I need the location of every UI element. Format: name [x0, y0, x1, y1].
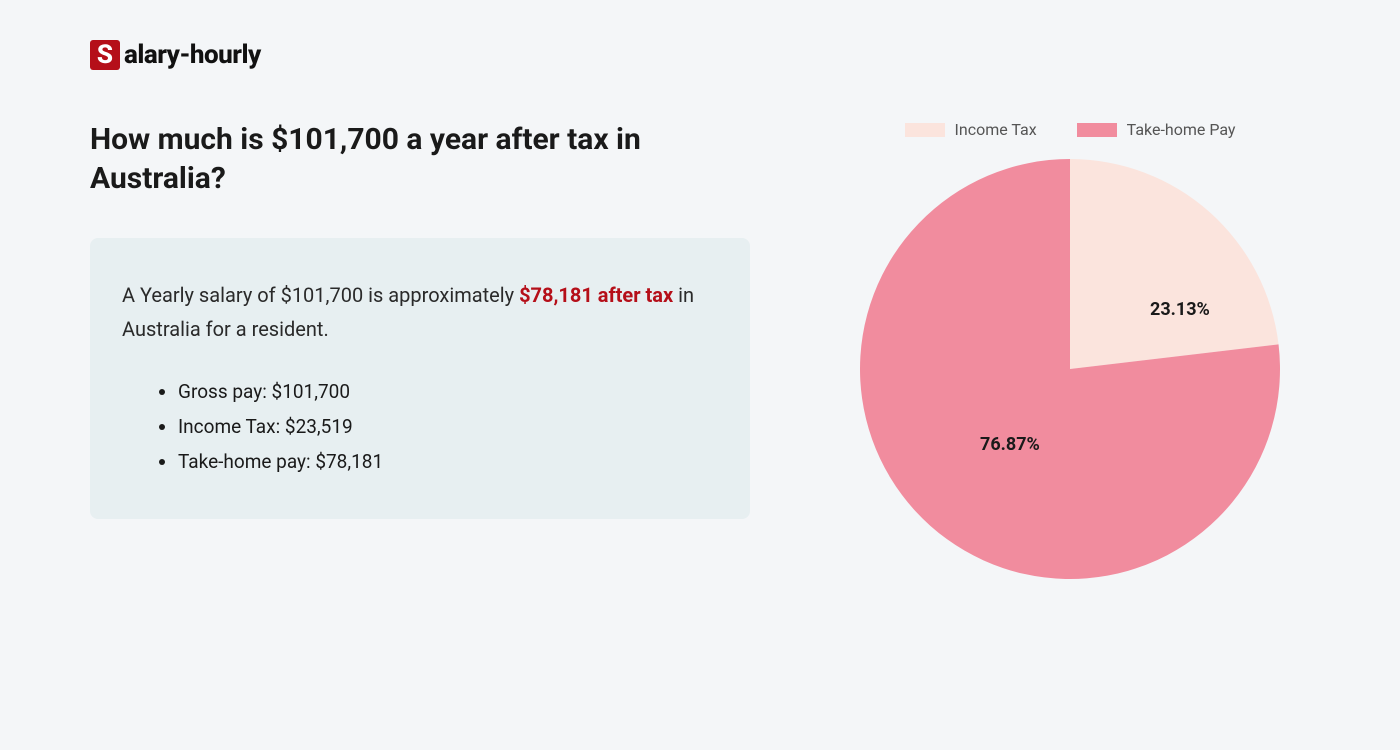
legend-label: Take-home Pay	[1127, 120, 1236, 139]
logo-text: alary-hourly	[124, 40, 261, 70]
left-column: How much is $101,700 a year after tax in…	[90, 120, 750, 710]
pie-svg	[860, 159, 1280, 579]
summary-highlight: $78,181 after tax	[519, 283, 673, 307]
site-logo: S alary-hourly	[90, 40, 1310, 70]
legend-swatch	[1077, 123, 1117, 137]
chart-legend: Income Tax Take-home Pay	[905, 120, 1236, 139]
pie-chart: 23.13% 76.87%	[860, 159, 1280, 579]
page: S alary-hourly How much is $101,700 a ye…	[0, 0, 1400, 750]
pie-slice-label: 76.87%	[980, 434, 1040, 455]
summary-prefix: A Yearly salary of $101,700 is approxima…	[122, 283, 519, 307]
list-item: Gross pay: $101,700	[178, 374, 718, 409]
summary-box: A Yearly salary of $101,700 is approxima…	[90, 238, 750, 519]
right-column: Income Tax Take-home Pay 23.13% 76.87%	[830, 120, 1310, 710]
list-item: Take-home pay: $78,181	[178, 444, 718, 479]
pie-slice-label: 23.13%	[1150, 299, 1210, 320]
list-item: Income Tax: $23,519	[178, 409, 718, 444]
content-row: How much is $101,700 a year after tax in…	[90, 120, 1310, 710]
summary-list: Gross pay: $101,700 Income Tax: $23,519 …	[122, 374, 718, 479]
legend-item-take-home: Take-home Pay	[1077, 120, 1236, 139]
page-title: How much is $101,700 a year after tax in…	[90, 120, 750, 198]
legend-label: Income Tax	[955, 120, 1037, 139]
logo-s-icon: S	[90, 40, 120, 70]
legend-item-income-tax: Income Tax	[905, 120, 1037, 139]
legend-swatch	[905, 123, 945, 137]
summary-text: A Yearly salary of $101,700 is approxima…	[122, 278, 718, 346]
